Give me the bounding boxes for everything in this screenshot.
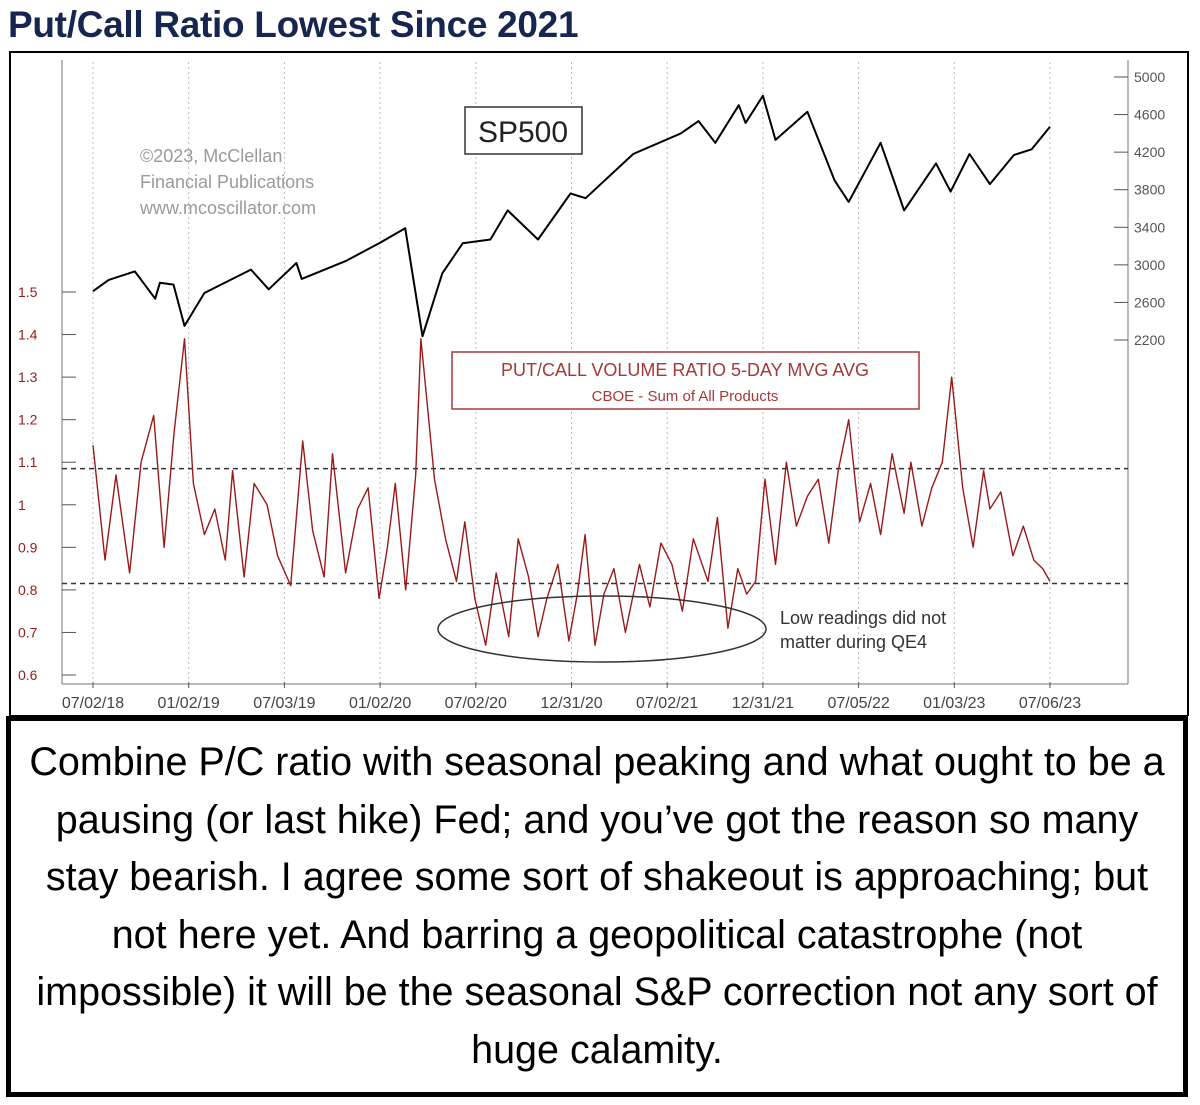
copyright-line-2: Financial Publications [140,172,314,192]
qe4-ellipse [437,595,767,663]
pc-label-subtitle: CBOE - Sum of All Products [592,388,779,405]
right-axis: 2200 2600 3000 3400 3800 4200 4600 5000 [1114,69,1165,348]
copyright-line-1: ©2023, McClellan [140,146,282,166]
x-tick-label: 07/03/19 [253,695,315,712]
x-axis: 07/02/18 01/02/19 07/03/19 01/02/20 07/02/20… [62,682,1081,712]
right-tick-label: 3400 [1134,219,1165,235]
x-tick-label: 07/02/20 [445,695,507,712]
left-tick-label: 0.6 [18,667,38,683]
x-tick-label: 12/31/20 [540,695,602,712]
sp500-label: SP500 [478,116,568,149]
x-tick-label: 07/02/21 [636,695,698,712]
left-tick-label: 1 [18,497,26,513]
copyright-note: ©2023, McClellan Financial Publications … [139,146,316,218]
left-tick-label: 1.3 [18,369,38,385]
left-tick-label: 0.8 [18,582,38,598]
caption-box: Combine P/C ratio with seasonal peaking … [6,716,1188,1097]
left-tick-label: 0.7 [18,624,38,640]
right-tick-label: 3800 [1134,182,1165,198]
putcall-series-line [92,338,1051,646]
left-tick-label: 0.9 [18,539,38,555]
page-title: Put/Call Ratio Lowest Since 2021 [8,4,579,45]
copyright-line-3: www.mcoscillator.com [139,198,316,218]
qe4-note-line-2: matter during QE4 [780,632,927,652]
right-tick-label: 3000 [1134,257,1165,273]
right-tick-label: 4200 [1134,144,1165,160]
left-tick-label: 1.4 [18,327,38,343]
sp500-series-line [92,94,1051,338]
x-tick-label: 07/05/22 [827,695,889,712]
reference-lines [62,467,1128,585]
x-tick-label: 01/02/19 [158,695,220,712]
left-tick-label: 1.1 [18,454,38,470]
caption-text: Combine P/C ratio with seasonal peaking … [29,740,1165,1072]
sp500-label-box [464,106,583,155]
left-tick-label: 1.2 [18,412,38,428]
left-axis: 0.6 0.7 0.8 0.9 1 1.1 1.2 1.3 1.4 1.5 [18,284,76,683]
right-tick-label: 4600 [1134,107,1165,123]
x-tick-label: 07/02/18 [62,695,124,712]
right-tick-label: 5000 [1134,69,1165,85]
series-layer [92,94,1051,646]
right-tick-label: 2600 [1134,294,1165,310]
x-tick-label: 01/02/20 [349,695,411,712]
x-tick-label: 01/03/23 [923,695,985,712]
pc-label-title: PUT/CALL VOLUME RATIO 5-DAY MVG AVG [501,360,869,380]
qe4-note-line-1: Low readings did not [780,608,946,628]
chart: 0.6 0.7 0.8 0.9 1 1.1 1.2 1.3 1.4 1.5 2200 2600 300… [9,51,1189,716]
pc-label-box [451,351,920,410]
right-tick-label: 2200 [1134,332,1165,348]
left-tick-label: 1.5 [18,284,38,300]
x-tick-label: 07/06/23 [1019,695,1081,712]
x-tick-label: 12/31/21 [732,695,794,712]
